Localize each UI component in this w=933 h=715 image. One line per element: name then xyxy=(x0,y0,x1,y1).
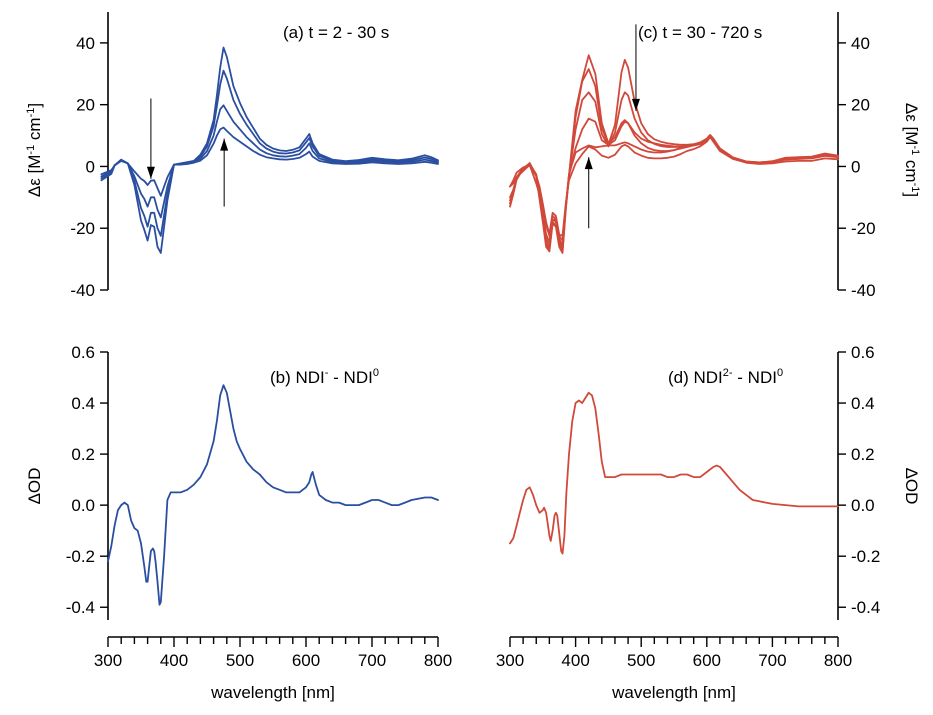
panel-b: -0.4-0.20.00.20.40.6 300 400 500 600 700 800 … xyxy=(25,343,452,702)
panel-c: -40 -20 0 20 40 (c) t = 30 - 720 s Δε [M-1 c… xyxy=(509,12,921,300)
y-tick-label: -40 xyxy=(851,281,876,300)
panel-a: -40 -20 0 20 40 (a) t = 2 - 30 s Δε [M-1 cm-… xyxy=(25,12,439,300)
panel-b-x-ticks: 300 400 500 600 700 800 xyxy=(94,637,452,670)
y-tick-label: 20 xyxy=(851,96,870,115)
series-line-4 xyxy=(100,46,439,254)
y-tick-label: 0.4 xyxy=(71,394,95,413)
series-line-2 xyxy=(509,136,839,237)
panel-d-y-axis-title: ΔOD xyxy=(902,468,921,505)
series-line-2 xyxy=(100,104,439,219)
y-tick-label: 0 xyxy=(851,157,860,176)
panel-b-y-ticks: -0.4 -0.2 0.0 0.2 0.4 0.6 xyxy=(66,343,108,617)
y-tick-label: 20 xyxy=(76,96,95,115)
series-line-1 xyxy=(509,391,839,555)
panel-b-plot xyxy=(107,384,439,606)
panel-c-plot xyxy=(509,24,839,254)
y-tick-label: 40 xyxy=(851,34,870,53)
series-line-3 xyxy=(509,117,839,247)
panel-d-y-ticks: -0.4 -0.2 0.0 0.2 0.4 0.6 xyxy=(838,343,880,617)
panel-b-y-axis-title: ΔOD xyxy=(25,468,44,505)
panel-c-y-ticks: -40 -20 0 20 40 xyxy=(838,34,876,300)
panel-a-y-axis-title: Δε [M-1 cm-1] xyxy=(25,103,44,197)
x-tick-label: 700 xyxy=(358,651,386,670)
x-tick-label: 300 xyxy=(496,651,524,670)
x-tick-label: 600 xyxy=(292,651,320,670)
series-line-4 xyxy=(509,91,839,250)
panel-a-y-ticks: -40 -20 0 20 40 xyxy=(70,34,108,300)
x-tick-label: 800 xyxy=(424,651,452,670)
panel-d-x-axis-title: wavelength [nm] xyxy=(611,683,736,702)
x-tick-label: 400 xyxy=(561,651,589,670)
series-line-1 xyxy=(107,384,439,606)
y-tick-label: -0.4 xyxy=(66,598,95,617)
panel-a-plot xyxy=(100,46,439,254)
x-tick-label: 700 xyxy=(758,651,786,670)
y-tick-label: 40 xyxy=(76,34,95,53)
x-tick-label: 500 xyxy=(226,651,254,670)
arrow-up-head xyxy=(584,157,593,170)
series-line-1 xyxy=(100,126,439,197)
y-tick-label: -20 xyxy=(70,219,95,238)
x-tick-label: 300 xyxy=(94,651,122,670)
y-tick-label: 0.6 xyxy=(71,343,95,362)
panel-d: -0.4-0.20.00.20.40.6 300 400 500 600 700 800 … xyxy=(496,343,921,702)
panel-d-plot xyxy=(509,391,839,555)
y-tick-label: -20 xyxy=(851,219,876,238)
series-line-6 xyxy=(509,54,839,254)
y-tick-label: 0.6 xyxy=(851,343,875,362)
arrow-up-head xyxy=(220,138,229,151)
y-tick-label: -0.2 xyxy=(66,547,95,566)
arrow-down-head xyxy=(631,98,640,111)
y-tick-label: 0 xyxy=(86,157,95,176)
y-tick-label: 0.2 xyxy=(851,445,875,464)
y-tick-label: 0.4 xyxy=(851,394,875,413)
y-tick-label: -40 xyxy=(70,281,95,300)
x-tick-label: 500 xyxy=(627,651,655,670)
panel-a-title: (a) t = 2 - 30 s xyxy=(283,23,389,42)
arrow-down-head xyxy=(146,166,155,179)
x-tick-label: 400 xyxy=(160,651,188,670)
y-tick-label: 0.2 xyxy=(71,445,95,464)
y-tick-label: -0.2 xyxy=(851,547,880,566)
series-line-3 xyxy=(100,69,439,237)
panel-b-title: (b) NDI- - NDI0 xyxy=(270,367,379,387)
x-tick-label: 600 xyxy=(693,651,721,670)
y-tick-label: 0.0 xyxy=(71,496,95,515)
x-tick-label: 800 xyxy=(824,651,852,670)
panel-c-y-axis-title: Δε [M-1 cm-1] xyxy=(902,103,921,197)
y-tick-label: 0.0 xyxy=(851,496,875,515)
panel-b-x-axis-title: wavelength [nm] xyxy=(210,683,335,702)
series-line-1 xyxy=(509,136,839,242)
panel-d-title: (d) NDI2- - NDI0 xyxy=(668,367,783,387)
y-tick-label: -0.4 xyxy=(851,598,880,617)
panel-c-title: (c) t = 30 - 720 s xyxy=(638,23,762,42)
panel-d-x-ticks: 300 400 500 600 700 800 xyxy=(496,637,852,670)
